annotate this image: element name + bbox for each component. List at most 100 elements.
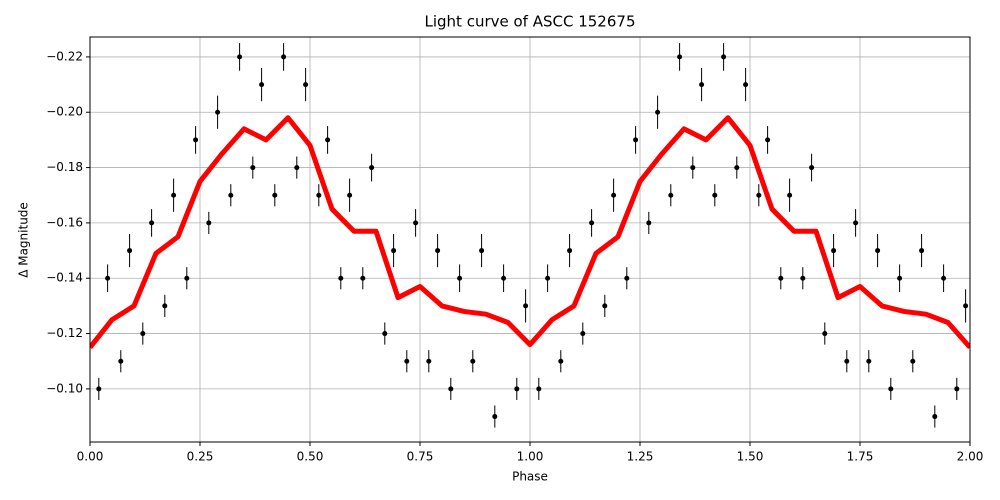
data-point bbox=[193, 137, 199, 143]
data-point bbox=[778, 275, 784, 281]
data-point bbox=[712, 192, 718, 198]
data-point bbox=[897, 275, 903, 281]
data-point bbox=[633, 137, 639, 143]
data-point bbox=[514, 386, 520, 392]
data-point bbox=[272, 192, 278, 198]
data-point bbox=[259, 82, 265, 88]
data-point bbox=[347, 192, 353, 198]
data-point bbox=[294, 165, 300, 171]
data-point bbox=[237, 54, 243, 60]
data-point bbox=[963, 303, 969, 309]
data-point bbox=[391, 248, 397, 254]
data-point bbox=[140, 331, 146, 337]
data-point bbox=[954, 386, 960, 392]
data-point bbox=[866, 358, 872, 364]
y-tick-label: −0.10 bbox=[46, 381, 83, 395]
data-point bbox=[316, 192, 322, 198]
data-point bbox=[96, 386, 102, 392]
data-point bbox=[325, 137, 331, 143]
data-point bbox=[589, 220, 595, 226]
x-tick-label: 1.25 bbox=[627, 450, 654, 464]
plot-frame bbox=[89, 36, 971, 443]
y-tick-label: −0.18 bbox=[46, 160, 83, 174]
x-tick-label: 1.50 bbox=[737, 450, 764, 464]
data-point bbox=[281, 54, 287, 60]
data-point bbox=[171, 192, 177, 198]
x-tick-label: 0.75 bbox=[407, 450, 434, 464]
data-point bbox=[699, 82, 705, 88]
y-tick-label: −0.12 bbox=[46, 326, 83, 340]
data-point bbox=[734, 165, 740, 171]
data-point bbox=[602, 303, 608, 309]
data-point bbox=[492, 414, 498, 420]
data-point bbox=[932, 414, 938, 420]
data-point bbox=[624, 275, 630, 281]
data-point bbox=[655, 109, 661, 115]
data-point bbox=[228, 192, 234, 198]
data-point bbox=[536, 386, 542, 392]
data-point bbox=[369, 165, 375, 171]
data-point bbox=[831, 248, 837, 254]
x-tick-label: 0.00 bbox=[77, 450, 104, 464]
data-point bbox=[118, 358, 124, 364]
data-point bbox=[523, 303, 529, 309]
data-point bbox=[580, 331, 586, 337]
data-point bbox=[426, 358, 432, 364]
data-point bbox=[853, 220, 859, 226]
data-point bbox=[646, 220, 652, 226]
data-point bbox=[765, 137, 771, 143]
chart-title: Light curve of ASCC 152675 bbox=[425, 13, 636, 31]
data-point bbox=[721, 54, 727, 60]
data-point bbox=[501, 275, 507, 281]
y-tick-label: −0.22 bbox=[46, 49, 83, 63]
y-tick-label: −0.14 bbox=[46, 271, 83, 285]
data-point bbox=[338, 275, 344, 281]
data-point bbox=[844, 358, 850, 364]
data-point bbox=[127, 248, 133, 254]
data-point bbox=[250, 165, 256, 171]
data-point bbox=[105, 275, 111, 281]
data-point bbox=[184, 275, 190, 281]
data-point bbox=[206, 220, 212, 226]
x-tick-label: 2.00 bbox=[957, 450, 984, 464]
data-point bbox=[611, 192, 617, 198]
x-tick-label: 0.50 bbox=[297, 450, 324, 464]
data-point bbox=[800, 275, 806, 281]
x-tick-label: 1.75 bbox=[847, 450, 874, 464]
data-point bbox=[149, 220, 155, 226]
data-point bbox=[545, 275, 551, 281]
y-tick-label: −0.20 bbox=[46, 105, 83, 119]
data-point bbox=[875, 248, 881, 254]
x-tick-label: 0.25 bbox=[187, 450, 214, 464]
x-tick-label: 1.00 bbox=[517, 450, 544, 464]
data-point bbox=[215, 109, 221, 115]
y-tick-label: −0.16 bbox=[46, 215, 83, 229]
data-point bbox=[809, 165, 815, 171]
data-point bbox=[479, 248, 485, 254]
data-point bbox=[413, 220, 419, 226]
data-point bbox=[448, 386, 454, 392]
y-axis-label: Δ Magnitude bbox=[17, 202, 31, 278]
data-point bbox=[743, 82, 749, 88]
data-point bbox=[470, 358, 476, 364]
data-point bbox=[822, 331, 828, 337]
data-point bbox=[910, 358, 916, 364]
data-point bbox=[303, 82, 309, 88]
x-axis-label: Phase bbox=[512, 470, 548, 484]
data-point bbox=[567, 248, 573, 254]
data-point bbox=[457, 275, 463, 281]
data-point bbox=[382, 331, 388, 337]
data-point bbox=[690, 165, 696, 171]
data-point bbox=[941, 275, 947, 281]
data-point bbox=[435, 248, 441, 254]
data-point bbox=[919, 248, 925, 254]
trend-line bbox=[90, 115, 970, 350]
data-point bbox=[677, 54, 683, 60]
data-point bbox=[162, 303, 168, 309]
data-point bbox=[888, 386, 894, 392]
data-point bbox=[787, 192, 793, 198]
data-point bbox=[668, 192, 674, 198]
data-point bbox=[558, 358, 564, 364]
data-point bbox=[756, 192, 762, 198]
